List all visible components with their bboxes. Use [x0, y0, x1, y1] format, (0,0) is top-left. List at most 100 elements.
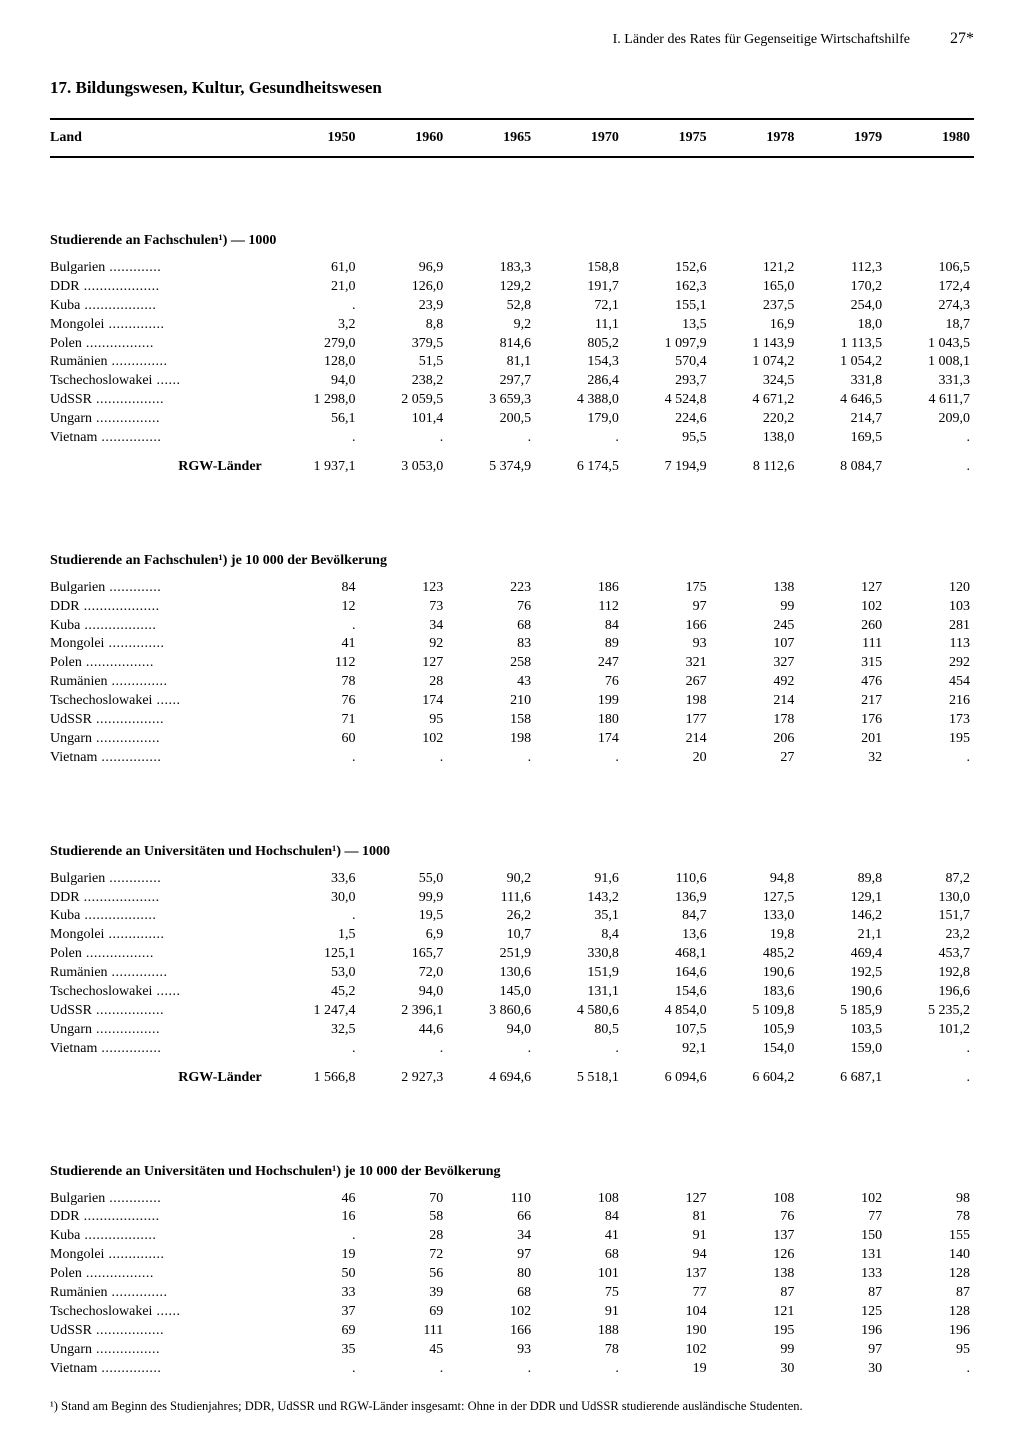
cell-value: 127: [798, 579, 886, 598]
cell-value: 91: [535, 1303, 623, 1322]
cell-value: 80: [447, 1265, 535, 1284]
row-label: Vietnam ...............: [50, 1360, 272, 1379]
totals-value: 6 094,6: [623, 1059, 711, 1088]
cell-value: 44,6: [360, 1021, 448, 1040]
cell-value: 13,5: [623, 316, 711, 335]
cell-value: 78: [886, 1208, 974, 1227]
cell-value: 485,2: [711, 945, 799, 964]
row-label: Tschechoslowakei ......: [50, 692, 272, 711]
col-header-year: 1965: [447, 119, 535, 157]
cell-value: 123: [360, 579, 448, 598]
cell-value: 61,0: [272, 259, 360, 278]
cell-value: 32,5: [272, 1021, 360, 1040]
cell-value: 321: [623, 654, 711, 673]
cell-value: 159,0: [798, 1040, 886, 1059]
cell-value: .: [447, 749, 535, 768]
cell-value: 56,1: [272, 410, 360, 429]
cell-value: 28: [360, 1227, 448, 1246]
table-row: Bulgarien .............46701101081271081…: [50, 1190, 974, 1209]
cell-value: 162,3: [623, 278, 711, 297]
cell-value: 83: [447, 635, 535, 654]
cell-value: 32: [798, 749, 886, 768]
table-row: Rumänien ..............128,051,581,1154,…: [50, 353, 974, 372]
cell-value: 327: [711, 654, 799, 673]
cell-value: 121,2: [711, 259, 799, 278]
cell-value: 158,8: [535, 259, 623, 278]
row-label: Rumänien ..............: [50, 1284, 272, 1303]
cell-value: 84: [535, 1208, 623, 1227]
cell-value: 34: [360, 617, 448, 636]
cell-value: 260: [798, 617, 886, 636]
subsection-heading: Studierende an Universitäten und Hochsch…: [50, 838, 974, 870]
cell-value: 224,6: [623, 410, 711, 429]
cell-value: 94,0: [272, 372, 360, 391]
cell-value: 98: [886, 1190, 974, 1209]
cell-value: 128,0: [272, 353, 360, 372]
cell-value: 110,6: [623, 870, 711, 889]
page-header-text: I. Länder des Rates für Gegenseitige Wir…: [613, 32, 910, 48]
row-label: Ungarn ................: [50, 1021, 272, 1040]
cell-value: 137: [711, 1227, 799, 1246]
table-row: Ungarn ................32,544,694,080,51…: [50, 1021, 974, 1040]
cell-value: 99,9: [360, 889, 448, 908]
cell-value: 174: [535, 730, 623, 749]
cell-value: 76: [711, 1208, 799, 1227]
cell-value: 77: [798, 1208, 886, 1227]
cell-value: 30: [798, 1360, 886, 1379]
cell-value: 33,6: [272, 870, 360, 889]
cell-value: 41: [535, 1227, 623, 1246]
cell-value: 379,5: [360, 335, 448, 354]
cell-value: 4 646,5: [798, 391, 886, 410]
cell-value: 105,9: [711, 1021, 799, 1040]
cell-value: 12: [272, 598, 360, 617]
cell-value: .: [272, 1040, 360, 1059]
cell-value: 196,6: [886, 983, 974, 1002]
cell-value: 4 854,0: [623, 1002, 711, 1021]
cell-value: 166: [623, 617, 711, 636]
cell-value: 94,8: [711, 870, 799, 889]
cell-value: 247: [535, 654, 623, 673]
cell-value: 1 143,9: [711, 335, 799, 354]
table-row: Polen .................50568010113713813…: [50, 1265, 974, 1284]
cell-value: 814,6: [447, 335, 535, 354]
table-row: Kuba ...................3468841662452602…: [50, 617, 974, 636]
cell-value: .: [360, 1040, 448, 1059]
cell-value: 70: [360, 1190, 448, 1209]
row-label: UdSSR .................: [50, 711, 272, 730]
row-label: Polen .................: [50, 654, 272, 673]
cell-value: 102: [798, 598, 886, 617]
cell-value: 145,0: [447, 983, 535, 1002]
cell-value: 195: [886, 730, 974, 749]
cell-value: 169,5: [798, 429, 886, 448]
row-label: Tschechoslowakei ......: [50, 1303, 272, 1322]
cell-value: 50: [272, 1265, 360, 1284]
cell-value: 92: [360, 635, 448, 654]
cell-value: 89,8: [798, 870, 886, 889]
cell-value: 1 008,1: [886, 353, 974, 372]
cell-value: 138: [711, 1265, 799, 1284]
table-row: Tschechoslowakei ......76174210199198214…: [50, 692, 974, 711]
cell-value: 68: [447, 1284, 535, 1303]
cell-value: 53,0: [272, 964, 360, 983]
cell-value: 18,7: [886, 316, 974, 335]
page-number: 27*: [950, 30, 974, 48]
cell-value: 136,9: [623, 889, 711, 908]
table-row: Mongolei ..............1,56,910,78,413,6…: [50, 926, 974, 945]
row-label: Tschechoslowakei ......: [50, 372, 272, 391]
cell-value: 330,8: [535, 945, 623, 964]
cell-value: 138: [711, 579, 799, 598]
row-label: Kuba ..................: [50, 1227, 272, 1246]
cell-value: 27: [711, 749, 799, 768]
cell-value: 129,1: [798, 889, 886, 908]
row-label: DDR ...................: [50, 1208, 272, 1227]
cell-value: 21,1: [798, 926, 886, 945]
cell-value: 267: [623, 673, 711, 692]
cell-value: 173: [886, 711, 974, 730]
header-row: Land19501960196519701975197819791980: [50, 119, 974, 157]
cell-value: .: [886, 749, 974, 768]
cell-value: 805,2: [535, 335, 623, 354]
cell-value: 217: [798, 692, 886, 711]
cell-value: 45,2: [272, 983, 360, 1002]
table-row: Mongolei ..............19729768941261311…: [50, 1246, 974, 1265]
cell-value: 92,1: [623, 1040, 711, 1059]
